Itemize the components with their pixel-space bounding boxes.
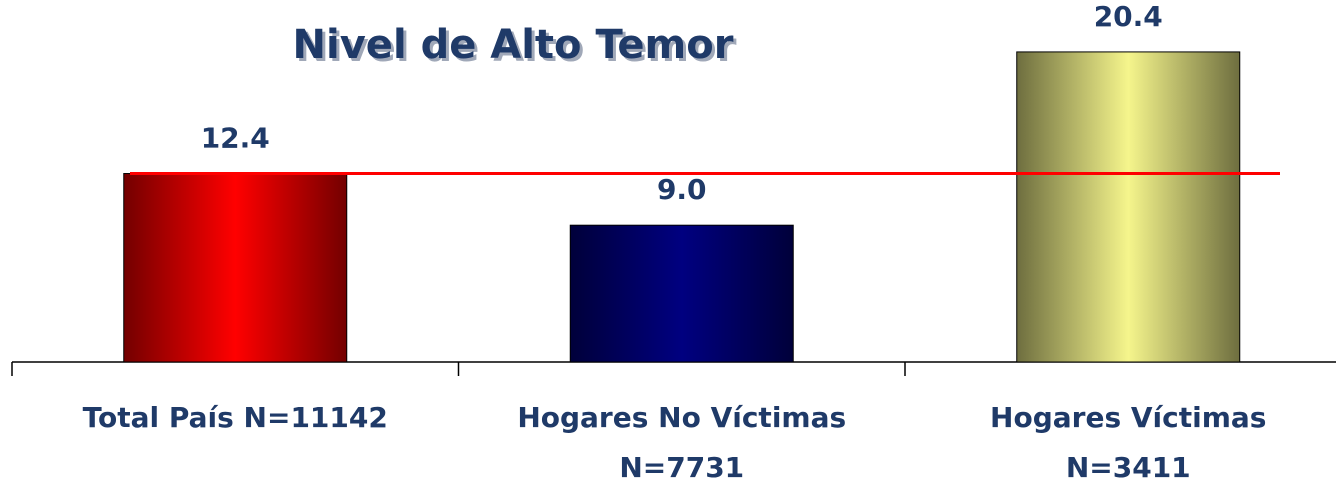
x-tick-label: Hogares Víctimas: [990, 401, 1266, 434]
chart-title: Nivel de Alto Temor: [293, 22, 734, 68]
x-tick-label: Hogares No Víctimas: [517, 401, 846, 434]
value-label: 9.0: [657, 173, 707, 206]
bar: [1016, 51, 1241, 363]
x-tick-label: N=7731: [619, 451, 744, 484]
value-label: 20.4: [1094, 0, 1163, 33]
chart-title-shadow: Nivel de Alto Temor: [296, 25, 737, 71]
value-label: 12.4: [201, 122, 270, 155]
bar: [569, 224, 794, 363]
x-tick-label: Total País N=11142: [83, 401, 388, 434]
x-tick-label: N=3411: [1066, 451, 1191, 484]
bar: [123, 173, 348, 363]
